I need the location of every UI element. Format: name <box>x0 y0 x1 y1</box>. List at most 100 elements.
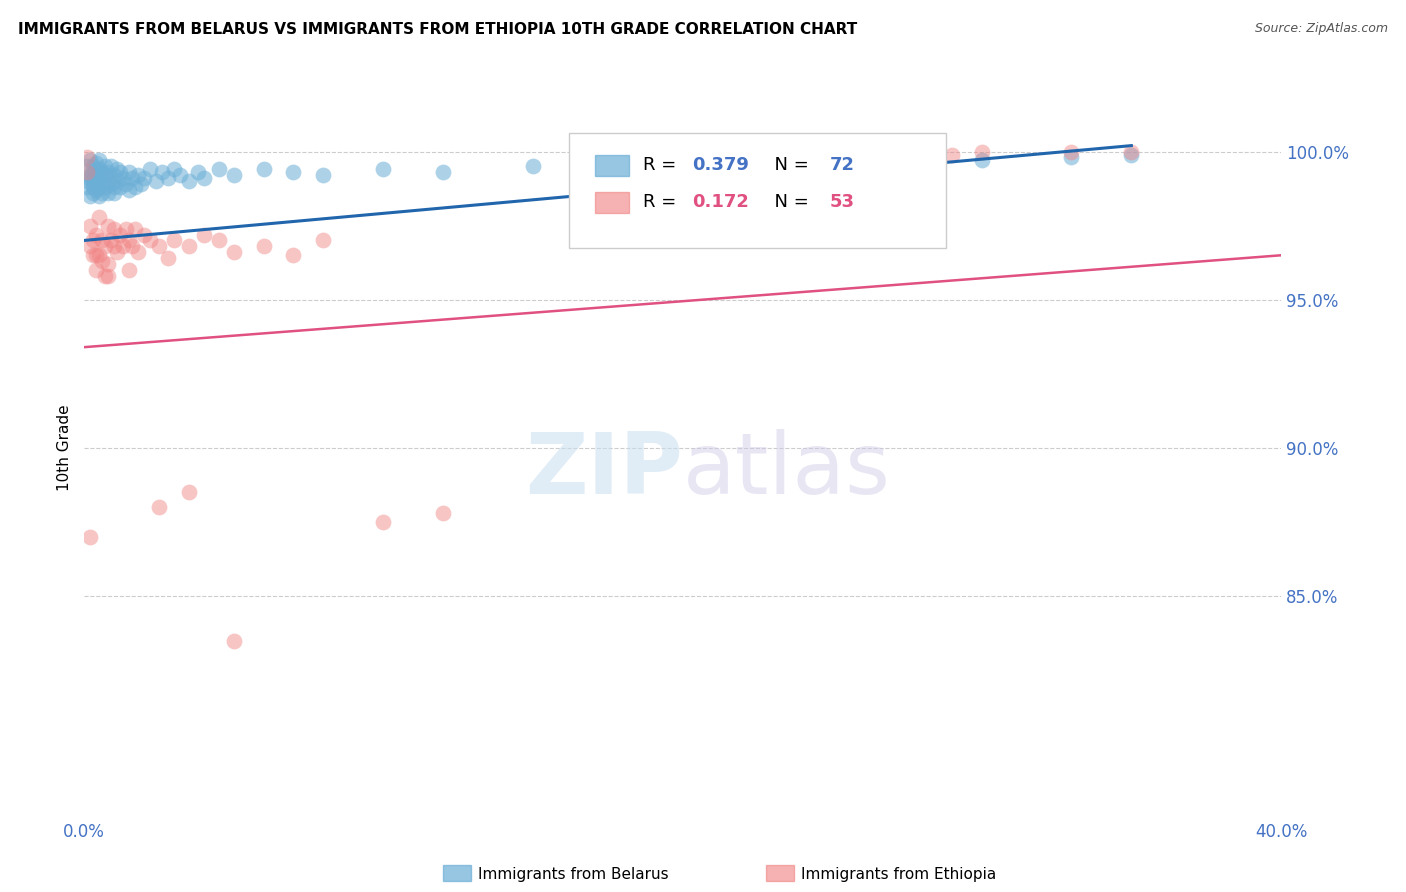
Point <box>145 174 167 188</box>
Point <box>91 254 114 268</box>
Point <box>150 165 173 179</box>
Point <box>103 168 125 182</box>
Point <box>148 239 170 253</box>
Text: Immigrants from Belarus: Immigrants from Belarus <box>478 867 669 881</box>
Text: R =: R = <box>643 156 682 174</box>
Point <box>79 239 101 253</box>
Point <box>127 245 149 260</box>
Point <box>880 147 903 161</box>
Point <box>1121 145 1143 159</box>
Point <box>118 183 141 197</box>
Text: 0.172: 0.172 <box>692 193 749 211</box>
Point <box>222 633 245 648</box>
Point <box>79 171 101 186</box>
Point <box>94 239 117 253</box>
Point <box>82 160 104 174</box>
Point <box>76 160 98 174</box>
Point <box>941 147 963 161</box>
Point <box>252 162 274 177</box>
Point <box>87 189 110 203</box>
Point <box>252 239 274 253</box>
Point <box>222 245 245 260</box>
Point <box>103 186 125 200</box>
Point <box>97 174 120 188</box>
Bar <box>595 193 628 213</box>
Point <box>76 180 98 194</box>
Point <box>105 245 128 260</box>
Point <box>121 171 143 186</box>
Point <box>97 257 120 271</box>
Point <box>82 248 104 262</box>
Point <box>522 160 544 174</box>
Point <box>94 168 117 182</box>
Text: ZIP: ZIP <box>524 429 682 512</box>
Point <box>1121 147 1143 161</box>
Point <box>283 165 305 179</box>
Text: 0.379: 0.379 <box>692 156 749 174</box>
Point <box>177 239 200 253</box>
Point <box>79 153 101 168</box>
Point <box>208 234 231 248</box>
Point <box>193 171 215 186</box>
Point <box>84 183 107 197</box>
Point <box>432 165 454 179</box>
Point <box>100 234 122 248</box>
Point <box>87 180 110 194</box>
Point <box>94 180 117 194</box>
Text: N =: N = <box>762 156 814 174</box>
Point <box>373 162 395 177</box>
Point <box>312 168 335 182</box>
FancyBboxPatch shape <box>569 133 946 248</box>
Point <box>108 180 131 194</box>
Point <box>82 171 104 186</box>
Point <box>103 239 125 253</box>
Point <box>163 234 186 248</box>
Point <box>105 162 128 177</box>
Point <box>87 162 110 177</box>
Point <box>97 165 120 179</box>
Point <box>79 530 101 544</box>
Point <box>91 177 114 191</box>
Point <box>970 153 993 168</box>
Y-axis label: 10th Grade: 10th Grade <box>58 405 72 491</box>
Point <box>87 153 110 168</box>
Point <box>169 168 191 182</box>
Point <box>82 234 104 248</box>
Point <box>132 227 155 242</box>
Point <box>124 221 146 235</box>
Point <box>84 174 107 188</box>
Text: IMMIGRANTS FROM BELARUS VS IMMIGRANTS FROM ETHIOPIA 10TH GRADE CORRELATION CHART: IMMIGRANTS FROM BELARUS VS IMMIGRANTS FR… <box>18 22 858 37</box>
Text: 53: 53 <box>830 193 855 211</box>
Point <box>76 151 98 165</box>
Point <box>129 177 152 191</box>
Point <box>671 162 693 177</box>
Point <box>312 234 335 248</box>
Point <box>222 168 245 182</box>
Text: Source: ZipAtlas.com: Source: ZipAtlas.com <box>1254 22 1388 36</box>
Point <box>105 174 128 188</box>
Point <box>84 263 107 277</box>
Point <box>132 171 155 186</box>
Text: Immigrants from Ethiopia: Immigrants from Ethiopia <box>801 867 997 881</box>
Point <box>124 180 146 194</box>
Point <box>970 145 993 159</box>
Point <box>127 168 149 182</box>
Point <box>373 515 395 529</box>
Point <box>582 156 605 170</box>
Point <box>208 162 231 177</box>
Point <box>1060 145 1083 159</box>
Point <box>84 227 107 242</box>
Point <box>103 221 125 235</box>
Point <box>84 156 107 170</box>
Point <box>79 168 101 182</box>
Text: atlas: atlas <box>682 429 890 512</box>
Point <box>91 186 114 200</box>
Point <box>118 234 141 248</box>
Point <box>108 227 131 242</box>
Point <box>283 248 305 262</box>
Point <box>139 162 162 177</box>
Point <box>108 165 131 179</box>
Point <box>79 189 101 203</box>
Point <box>121 239 143 253</box>
Point <box>76 174 98 188</box>
